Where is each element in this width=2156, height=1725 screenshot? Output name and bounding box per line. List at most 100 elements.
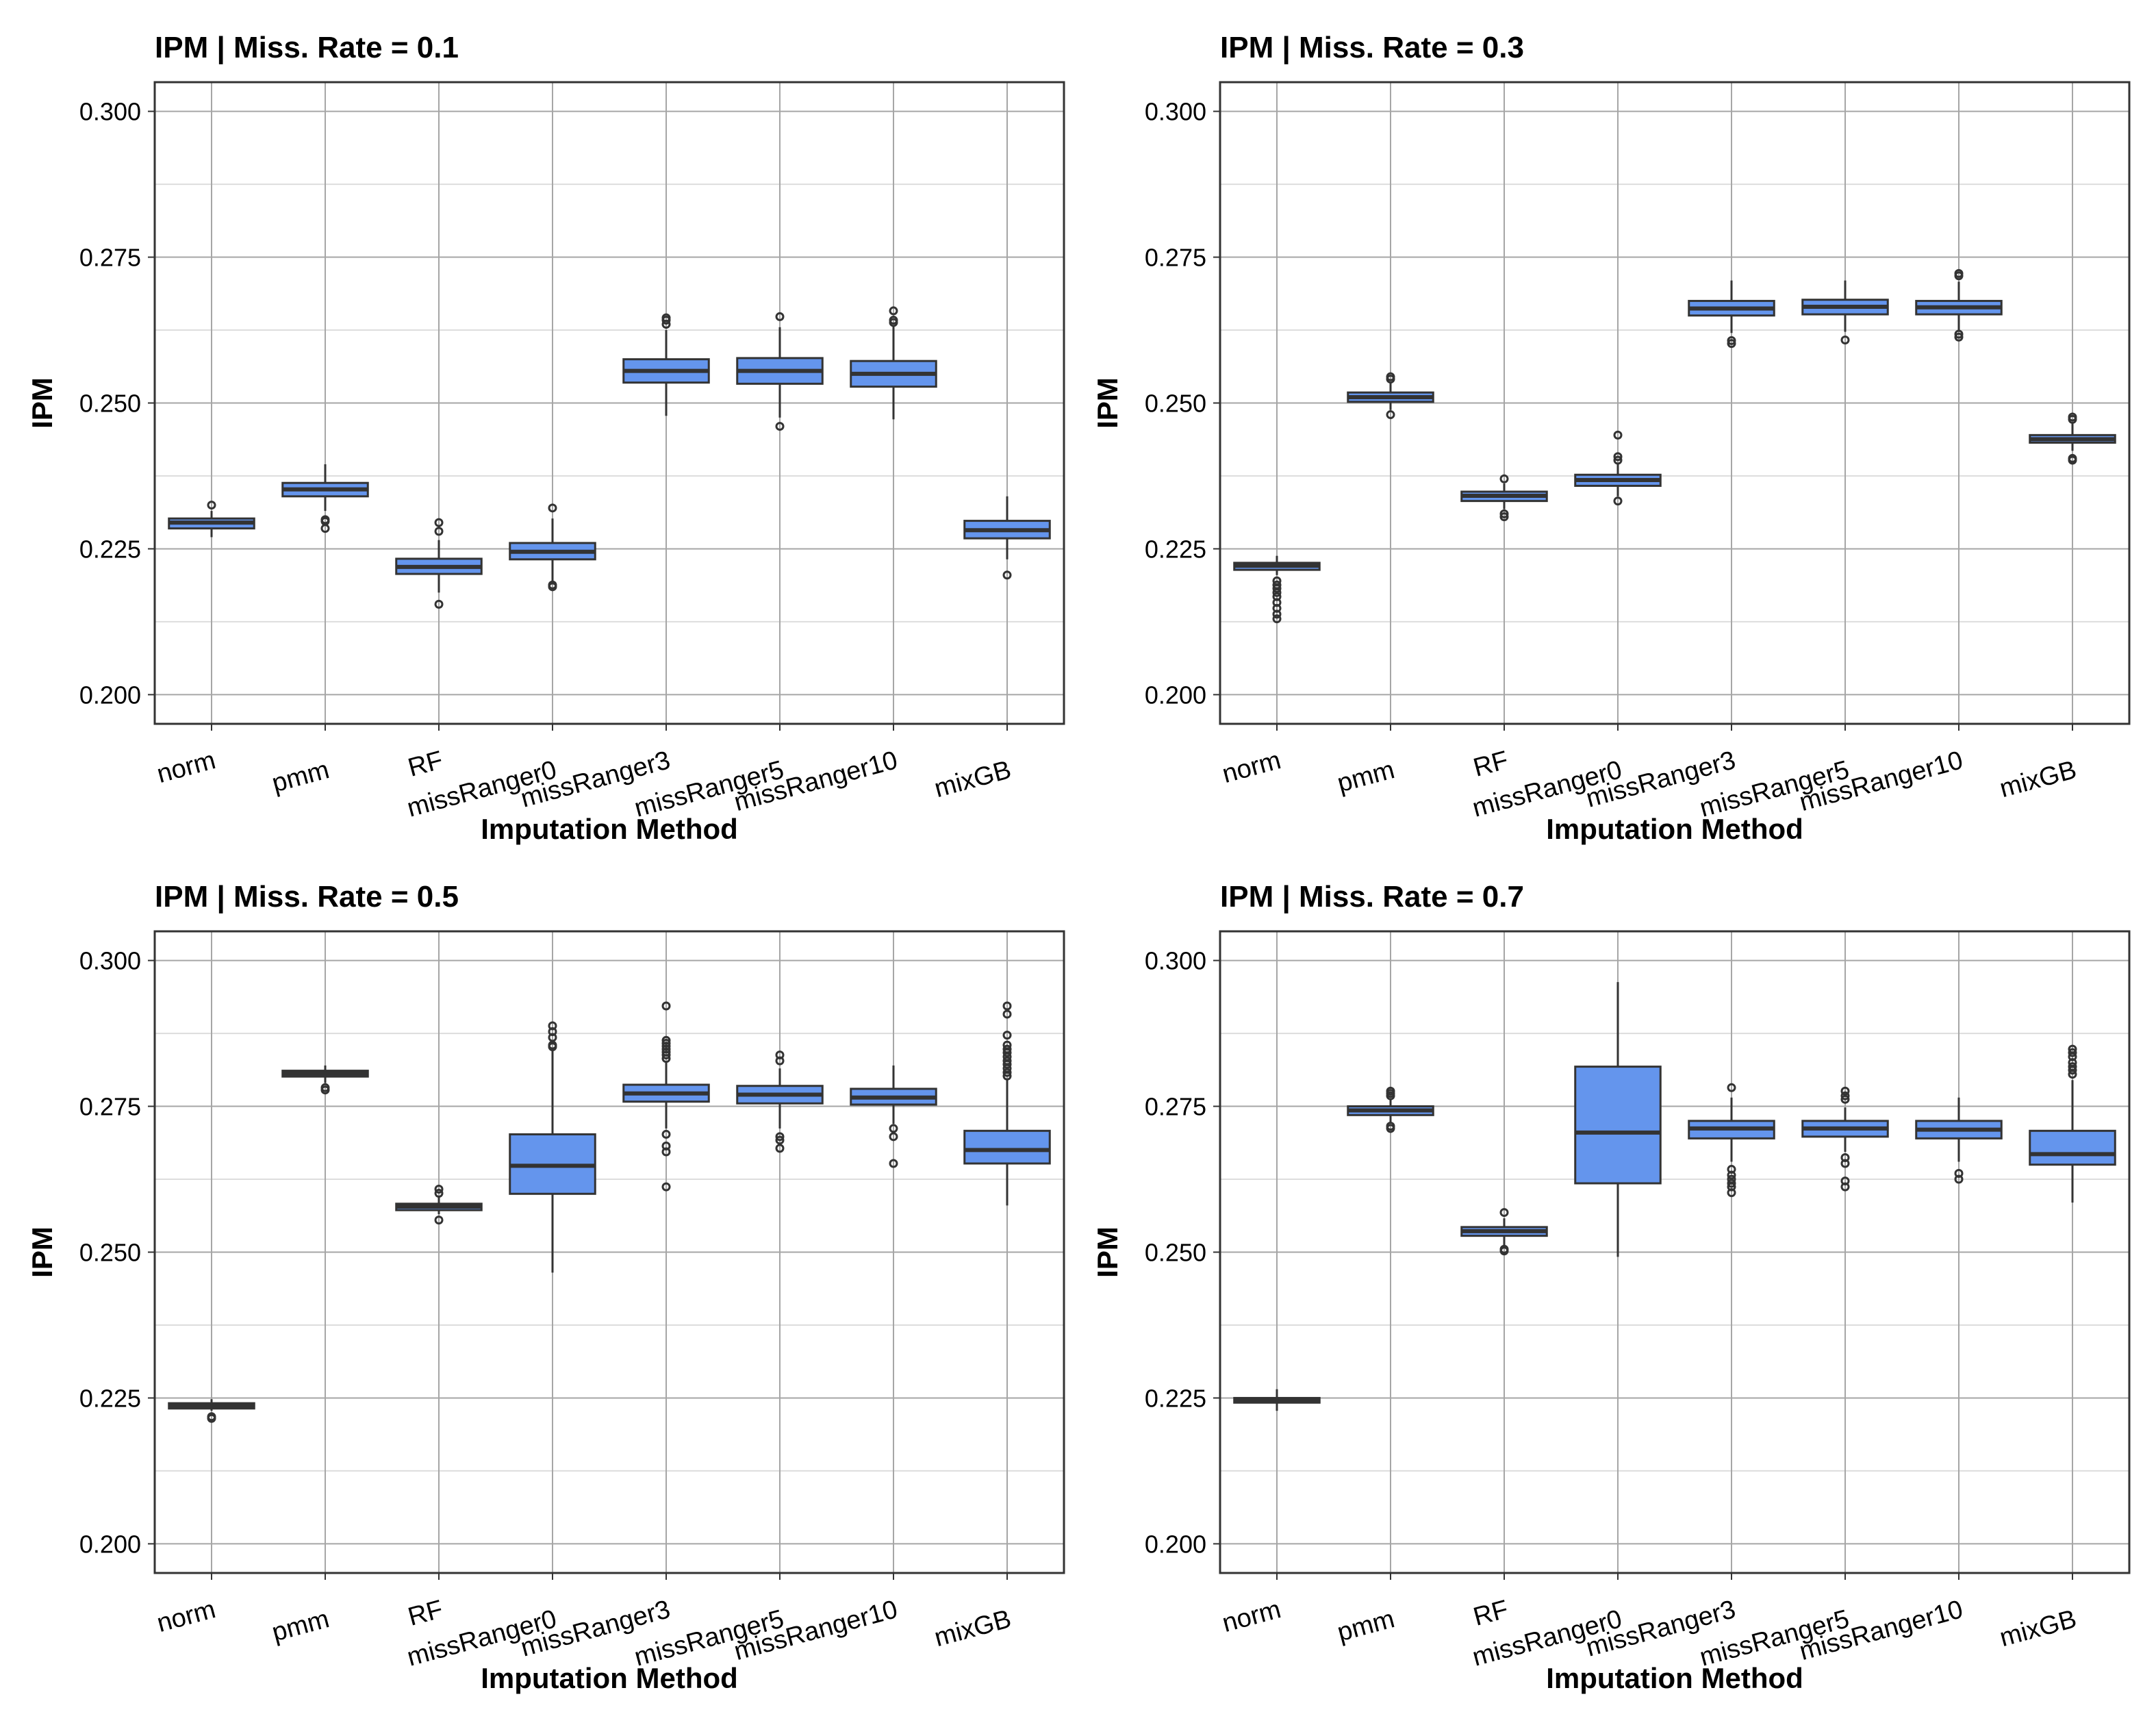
outlier-point xyxy=(1272,609,1282,619)
box-norm xyxy=(1233,555,1321,624)
outlier-point xyxy=(1954,268,1964,278)
outlier-point xyxy=(1002,1001,1012,1011)
panel-border xyxy=(153,81,1065,725)
panel-border xyxy=(1219,930,2131,1574)
x-tick-label: RF xyxy=(1471,746,1512,783)
box-mixGB xyxy=(963,496,1051,580)
outlier-point xyxy=(889,1124,898,1133)
outlier-point xyxy=(1499,474,1509,483)
x-axis-title: Imputation Method xyxy=(481,813,738,845)
outlier-point xyxy=(1840,1176,1850,1186)
outlier-point xyxy=(1954,332,1964,342)
outlier-point xyxy=(775,1144,785,1153)
outlier-point xyxy=(2068,1044,2077,1054)
outlier-point xyxy=(434,518,444,527)
outlier-point xyxy=(2068,1062,2077,1072)
panel-title: IPM | Miss. Rate = 0.3 xyxy=(1220,31,1524,65)
box-norm xyxy=(1233,1389,1321,1411)
x-tick-label: RF xyxy=(405,746,446,783)
chart-panel-4: IPM | Miss. Rate = 0.7 0.200 0.225 0.250 0.2… xyxy=(1091,880,2131,1694)
box-RF xyxy=(1460,474,1548,522)
y-tick-label: 0.250 xyxy=(1145,1239,1206,1267)
outlier-point xyxy=(889,306,898,316)
outlier-point xyxy=(434,527,444,536)
outlier-point xyxy=(1613,455,1623,465)
box-missRanger0 xyxy=(509,1021,596,1273)
outlier-point xyxy=(548,503,557,513)
box-missRanger5 xyxy=(1801,280,1889,345)
y-tick-label: 0.225 xyxy=(1145,1384,1206,1412)
x-tick-label: pmm xyxy=(1334,1604,1397,1647)
box-missRanger10 xyxy=(1915,268,2003,342)
outlier-point xyxy=(1499,512,1509,522)
x-tick-label: norm xyxy=(154,746,218,789)
y-tick-label: 0.225 xyxy=(79,535,141,563)
y-tick-label: 0.300 xyxy=(1145,947,1206,975)
chart-panel-2: IPM | Miss. Rate = 0.3 0.200 0.225 0.250 0.2… xyxy=(1091,31,2131,845)
box-RF xyxy=(395,518,483,609)
x-tick-label: RF xyxy=(1471,1595,1512,1632)
chart-panel-1: IPM | Miss. Rate = 0.1 0.200 0.225 0.250 0.2… xyxy=(26,31,1065,845)
outlier-point xyxy=(1840,1153,1850,1163)
outlier-point xyxy=(434,1185,444,1194)
box-norm xyxy=(168,501,255,538)
outlier-point xyxy=(1499,1244,1509,1254)
y-axis-title: IPM xyxy=(26,377,58,429)
x-tick-label: mixGB xyxy=(931,1604,1014,1652)
outlier-point xyxy=(434,599,444,609)
outlier-point xyxy=(434,1188,444,1198)
outlier-point xyxy=(1272,614,1282,624)
box-missRanger10 xyxy=(850,306,937,420)
outlier-point xyxy=(1002,1031,1012,1040)
x-tick-label: pmm xyxy=(1334,755,1397,798)
y-tick-label: 0.300 xyxy=(79,98,141,126)
outlier-point xyxy=(775,1050,785,1060)
x-axis-title: Imputation Method xyxy=(1546,813,1803,845)
outlier-point xyxy=(661,1039,671,1048)
y-tick-label: 0.300 xyxy=(79,947,141,975)
outlier-point xyxy=(1613,452,1623,462)
box-missRanger5 xyxy=(1801,1086,1889,1192)
box-pmm xyxy=(1347,1086,1434,1133)
box-missRanger3 xyxy=(622,313,710,416)
outlier-point xyxy=(1002,1044,1012,1054)
outlier-point xyxy=(548,1021,557,1031)
box-missRanger5 xyxy=(736,312,824,431)
outlier-point xyxy=(1727,1174,1736,1184)
outlier-point xyxy=(548,580,557,590)
box-pmm xyxy=(281,464,369,533)
outlier-point xyxy=(1954,329,1964,339)
y-tick-label: 0.250 xyxy=(1145,390,1206,418)
box-missRanger0 xyxy=(1574,430,1662,506)
y-axis-title: IPM xyxy=(26,1226,58,1278)
box-mixGB xyxy=(2029,412,2116,465)
panel-title: IPM | Miss. Rate = 0.5 xyxy=(155,880,459,914)
x-tick-label: norm xyxy=(154,1595,218,1638)
box-mixGB xyxy=(2029,1044,2116,1203)
x-tick-label: norm xyxy=(1219,746,1284,789)
box-missRanger3 xyxy=(1688,280,1775,349)
box-missRanger3 xyxy=(1688,1083,1775,1198)
outlier-point xyxy=(1840,1091,1850,1100)
outlier-point xyxy=(661,1035,671,1045)
outlier-point xyxy=(661,313,671,323)
box-missRanger3 xyxy=(622,1001,710,1192)
box-missRanger10 xyxy=(1915,1097,2003,1184)
outlier-point xyxy=(889,1132,898,1142)
outlier-point xyxy=(1002,1068,1012,1077)
x-tick-label: mixGB xyxy=(1996,755,2079,803)
box-missRanger5 xyxy=(736,1050,824,1153)
box-pmm xyxy=(1347,372,1434,420)
y-tick-label: 0.200 xyxy=(79,1530,141,1558)
outlier-point xyxy=(661,1001,671,1011)
y-tick-label: 0.275 xyxy=(1145,244,1206,272)
outlier-point xyxy=(2068,453,2077,463)
outlier-point xyxy=(1386,1122,1395,1131)
y-tick-label: 0.275 xyxy=(1145,1093,1206,1121)
y-tick-label: 0.275 xyxy=(79,244,141,272)
x-tick-label: mixGB xyxy=(1996,1604,2079,1652)
outlier-point xyxy=(1613,496,1623,506)
outlier-point xyxy=(1727,1083,1736,1092)
outlier-point xyxy=(1727,336,1736,345)
